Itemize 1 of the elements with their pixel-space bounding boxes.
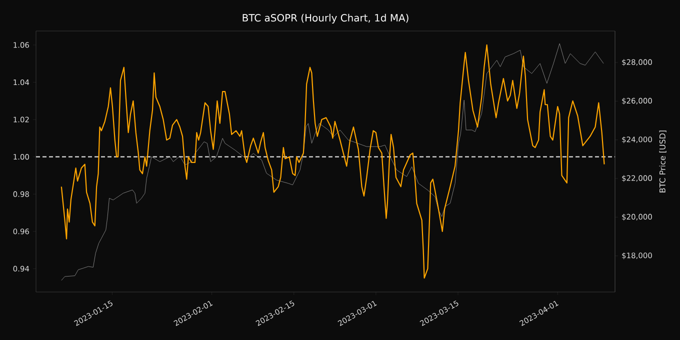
- chart-title: BTC aSOPR (Hourly Chart, 1d MA): [242, 14, 408, 24]
